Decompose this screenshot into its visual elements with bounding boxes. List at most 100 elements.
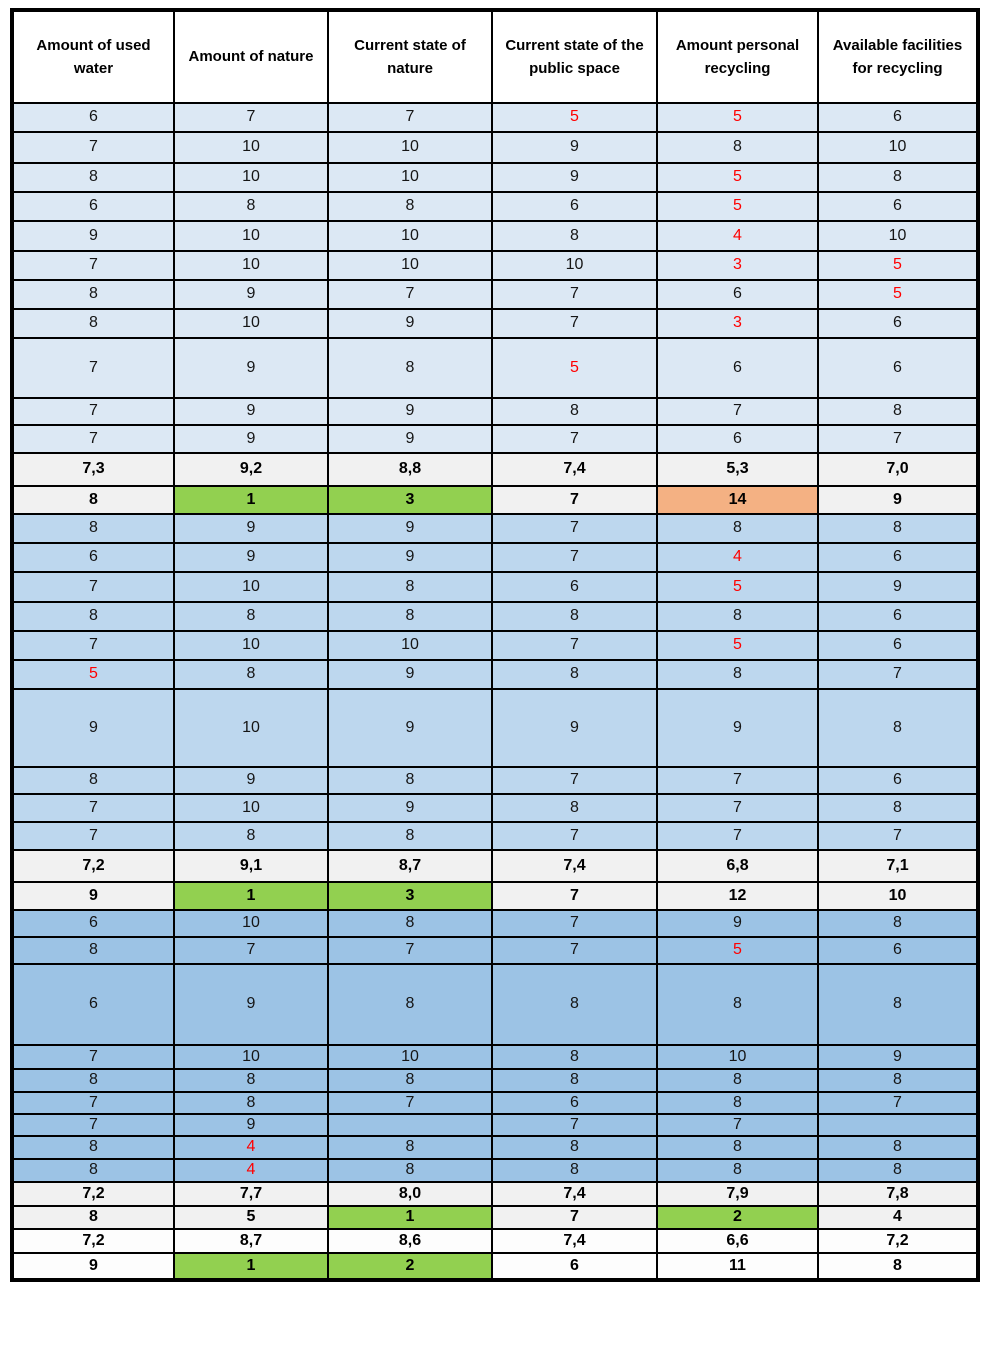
cell: 9 — [11, 1252, 175, 1281]
cell: 5 — [656, 102, 819, 133]
cell: 5 — [817, 250, 979, 281]
cell: 8 — [327, 909, 493, 938]
cell: 9 — [327, 659, 493, 690]
cell: 10 — [173, 571, 329, 603]
highlighted-cell: 1 — [173, 485, 329, 515]
cell: 7 — [327, 936, 493, 965]
cell: 8,7 — [173, 1228, 329, 1254]
cell: 7 — [173, 102, 329, 133]
cell: 9 — [173, 424, 329, 454]
cell: 7,1 — [817, 849, 979, 883]
cell: 7 — [491, 1113, 658, 1137]
cell: 4 — [656, 542, 819, 573]
cell: 8 — [327, 571, 493, 603]
cell: 9 — [491, 162, 658, 193]
table-row: 9 10 9 9 9 8 — [11, 688, 979, 768]
cell: 10 — [173, 793, 329, 823]
cell: 7,0 — [817, 452, 979, 487]
cell: 8 — [491, 1135, 658, 1160]
cell: 7,4 — [491, 452, 658, 487]
cell: 9 — [173, 766, 329, 795]
cell: 8 — [817, 963, 979, 1046]
summary-row: 9 1 2 6 11 8 — [11, 1252, 979, 1281]
cell: 7 — [327, 102, 493, 133]
cell: 6 — [656, 337, 819, 399]
cell: 5 — [11, 659, 175, 690]
cell: 6 — [11, 542, 175, 573]
cell: 7 — [491, 881, 658, 911]
highlighted-cell: 1 — [327, 1205, 493, 1230]
cell: 7 — [11, 1113, 175, 1137]
cell: 7 — [11, 337, 175, 399]
cell: 6 — [817, 766, 979, 795]
cell: 9 — [491, 131, 658, 164]
cell: 6 — [491, 191, 658, 222]
cell: 8 — [817, 909, 979, 938]
cell: 8 — [173, 601, 329, 632]
cell: 7 — [656, 1113, 819, 1137]
cell: 9 — [327, 793, 493, 823]
cell: 8 — [327, 337, 493, 399]
cell: 6 — [656, 279, 819, 310]
cell: 9,1 — [173, 849, 329, 883]
cell: 9 — [11, 881, 175, 911]
cell: 10 — [327, 1044, 493, 1070]
cell: 8 — [817, 1068, 979, 1093]
cell: 9 — [173, 513, 329, 544]
column-header: Available facilities for recycling — [817, 9, 979, 104]
cell: 8 — [656, 131, 819, 164]
cell: 10 — [327, 220, 493, 252]
cell: 9 — [173, 397, 329, 426]
summary-row: 8 1 3 7 14 9 — [11, 485, 979, 515]
highlighted-cell: 1 — [173, 881, 329, 911]
cell: 6 — [817, 102, 979, 133]
cell: 8 — [173, 1091, 329, 1115]
cell: 3 — [656, 250, 819, 281]
cell: 7 — [491, 1205, 658, 1230]
cell: 7 — [491, 308, 658, 339]
cell: 9 — [173, 337, 329, 399]
cell: 8 — [327, 766, 493, 795]
highlighted-cell: 1 — [173, 1252, 329, 1281]
cell: 6 — [817, 308, 979, 339]
cell: 9 — [817, 1044, 979, 1070]
table-row: 7 10 10 7 5 6 — [11, 630, 979, 661]
cell: 9 — [327, 688, 493, 768]
cell: 9 — [173, 542, 329, 573]
cell: 8,6 — [327, 1228, 493, 1254]
cell: 5 — [817, 279, 979, 310]
cell: 7 — [817, 659, 979, 690]
cell: 10 — [173, 688, 329, 768]
cell: 7 — [11, 1044, 175, 1070]
cell: 7 — [656, 793, 819, 823]
cell: 9 — [491, 688, 658, 768]
cell: 8 — [656, 1158, 819, 1183]
cell: 6 — [491, 571, 658, 603]
cell: 9 — [327, 424, 493, 454]
cell: 10 — [173, 308, 329, 339]
cell: 10 — [327, 162, 493, 193]
cell: 8 — [656, 1091, 819, 1115]
cell: 7 — [491, 936, 658, 965]
cell: 10 — [817, 881, 979, 911]
cell: 5 — [173, 1205, 329, 1230]
cell: 9 — [11, 220, 175, 252]
cell: 10 — [173, 1044, 329, 1070]
cell: 7 — [11, 424, 175, 454]
cell: 7 — [491, 909, 658, 938]
cell: 10 — [491, 250, 658, 281]
cell: 8 — [656, 601, 819, 632]
table-row: 9 10 10 8 4 10 — [11, 220, 979, 252]
cell: 11 — [656, 1252, 819, 1281]
cell: 7 — [491, 424, 658, 454]
summary-row: 7,3 9,2 8,8 7,4 5,3 7,0 — [11, 452, 979, 487]
cell: 6 — [11, 191, 175, 222]
cell: 8 — [327, 963, 493, 1046]
